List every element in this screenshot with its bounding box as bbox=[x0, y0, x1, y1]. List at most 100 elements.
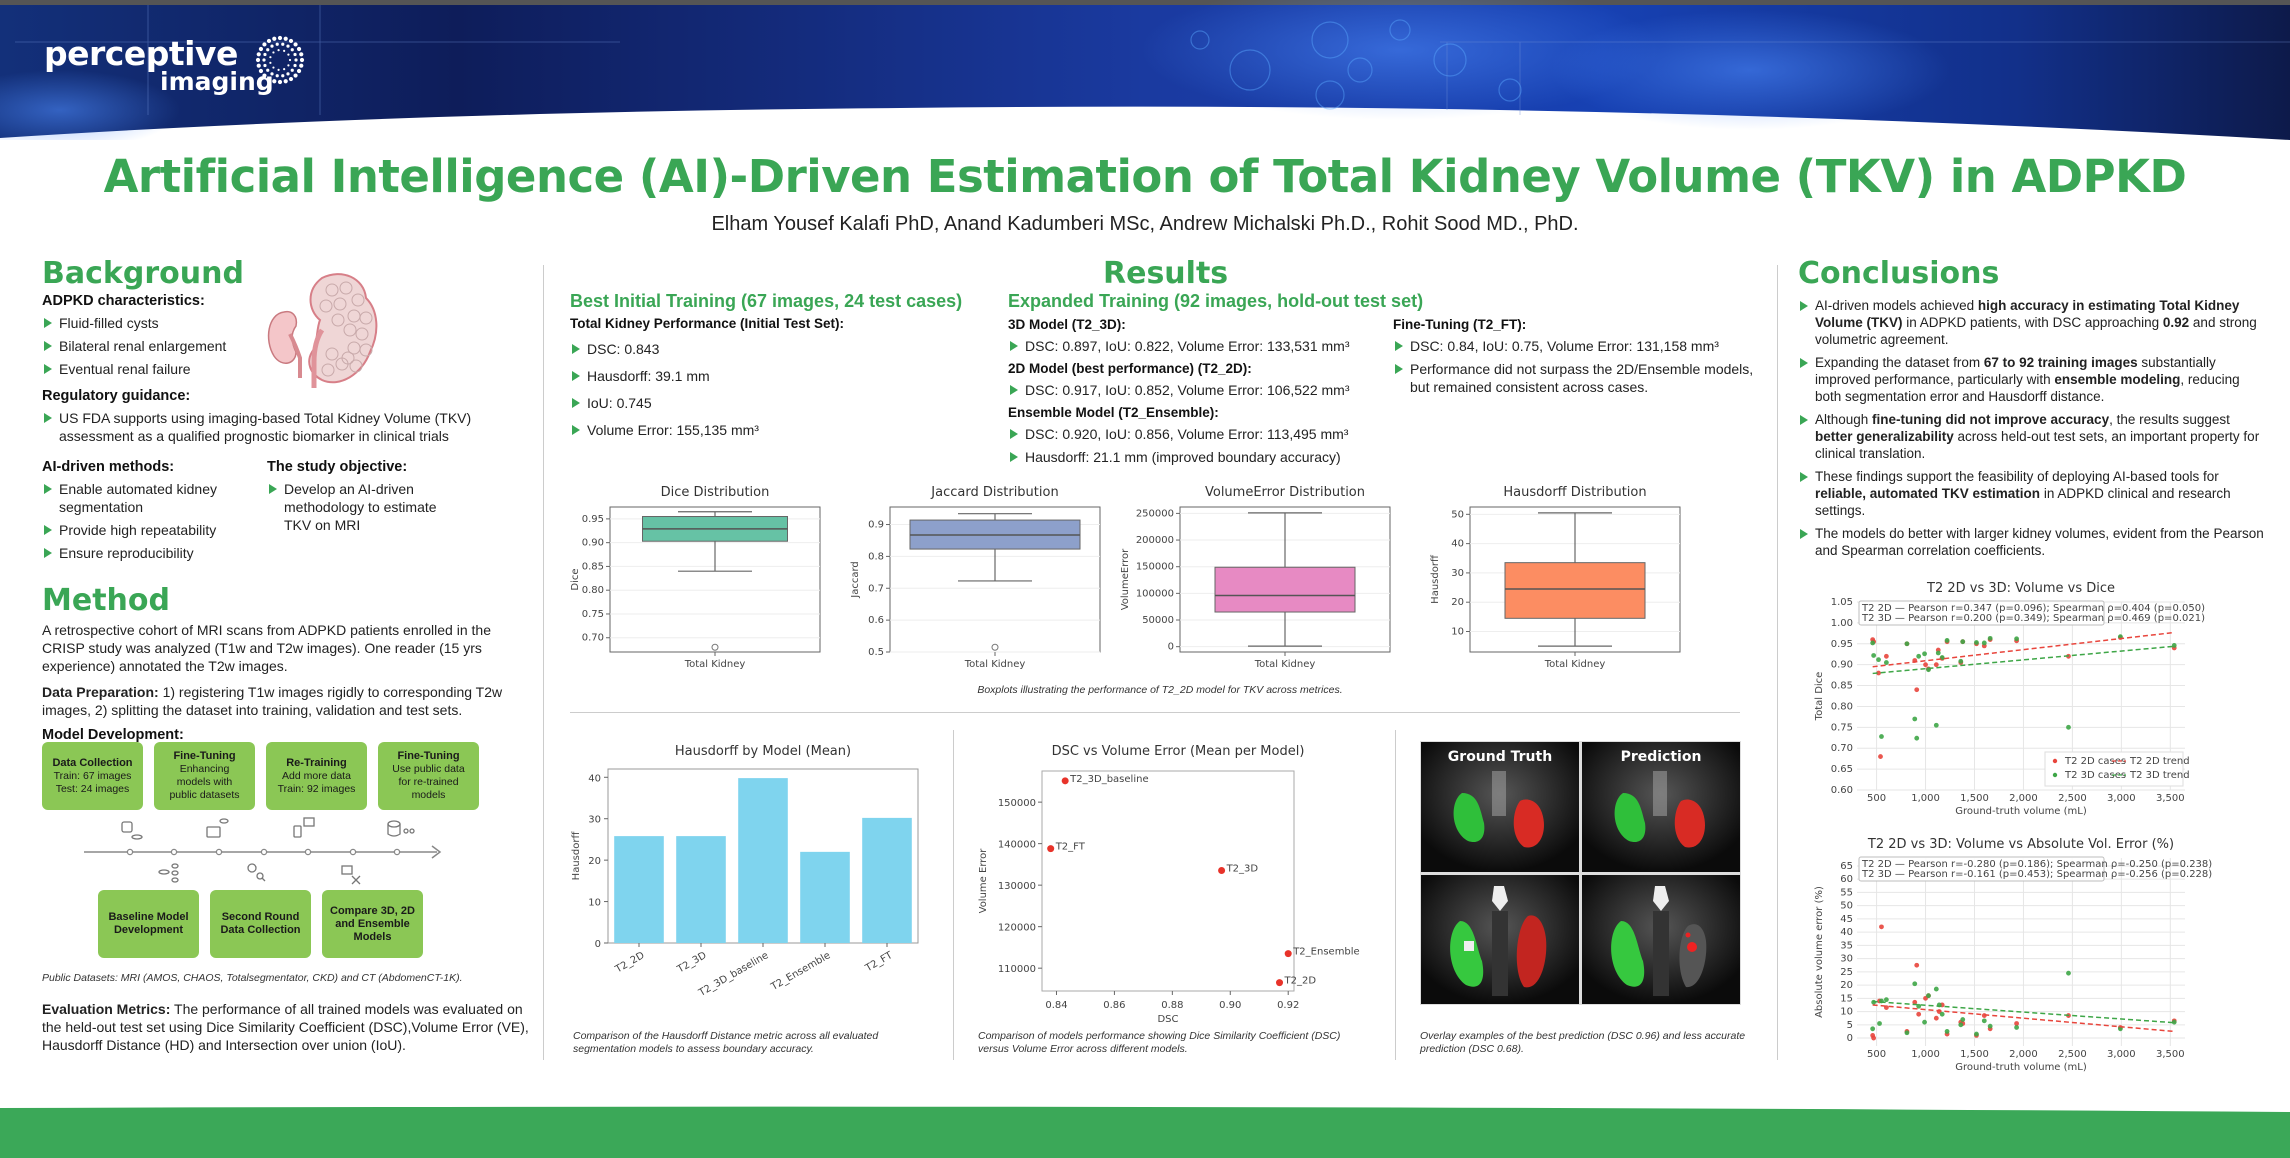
logo-dot bbox=[293, 42, 298, 47]
initial-metric-item: DSC: 0.843 bbox=[570, 340, 1010, 358]
y-tick-label: 40 bbox=[588, 773, 601, 784]
flow-step-line: Train: 67 images bbox=[53, 769, 132, 782]
conclusion-emphasis: reliable, automated TKV estimation bbox=[1815, 486, 2041, 501]
conclusion-text: across held-out test sets, an important … bbox=[1815, 429, 2260, 461]
y-tick-label: 0.95 bbox=[1831, 639, 1853, 650]
volume-dice-scatter: T2 2D vs 3D: Volume vs Dice 500 1,000 1,500… bbox=[1814, 581, 2205, 817]
timeline bbox=[84, 817, 442, 885]
conclusion-text: substantially improved performance, part… bbox=[1815, 355, 2216, 387]
y-tick-label: 0.8 bbox=[868, 551, 884, 562]
right-column: Conclusions AI-driven models achieved hi… bbox=[1798, 256, 2268, 565]
plot-area bbox=[1857, 858, 2185, 1046]
legend bbox=[2044, 751, 2184, 787]
evaluation-metrics-text: The performance of all trained models wa… bbox=[42, 1001, 529, 1053]
y-tick-label: 20 bbox=[1451, 597, 1464, 608]
y-tick-label: 200000 bbox=[1136, 535, 1174, 546]
x-axis-label: DSC bbox=[1157, 1014, 1178, 1023]
logo-dot bbox=[293, 52, 297, 57]
data-point bbox=[1061, 777, 1069, 785]
overlay-figure: Ground Truth Prediction bbox=[1420, 741, 1741, 1005]
boxplot-title: Dice Distribution bbox=[661, 485, 770, 500]
data-point bbox=[1276, 979, 1284, 987]
y-axis-label: Hausdorff bbox=[1430, 554, 1441, 604]
data-point bbox=[1922, 651, 1927, 657]
logo-dot bbox=[255, 57, 261, 63]
data-point bbox=[1879, 734, 1884, 739]
data-point bbox=[2066, 970, 2071, 976]
chart-title: T2 2D vs 3D: Volume vs Dice bbox=[1926, 581, 2115, 596]
y-tick-label: 5 bbox=[1847, 1020, 1853, 1031]
initial-metric-item: Volume Error: 155,135 mm³ bbox=[570, 421, 1010, 439]
header-banner bbox=[0, 0, 2290, 140]
adpkd-item: Eventual renal failure bbox=[42, 360, 272, 378]
correlation-annotation: T2 2D — Pearson r=0.347 (p=0.096); Spear… bbox=[1861, 603, 2205, 614]
x-tick-label: 0.84 bbox=[1045, 1000, 1067, 1011]
adpkd-list: Fluid-filled cysts Bilateral renal enlarg… bbox=[42, 314, 272, 378]
logo-dot bbox=[281, 74, 285, 78]
y-tick-label: 1.05 bbox=[1831, 597, 1853, 608]
y-tick-label: 0 bbox=[1847, 1033, 1853, 1044]
x-tick-label: 0.86 bbox=[1103, 1000, 1125, 1011]
logo-dot bbox=[299, 52, 304, 57]
boxplot-title: Hausdorff Distribution bbox=[1503, 485, 1646, 500]
overlay-prediction-top bbox=[1582, 742, 1740, 872]
image-database-icon bbox=[121, 821, 133, 833]
objective-item: Develop an AI-driven methodology to esti… bbox=[267, 480, 457, 534]
logo-dot bbox=[286, 44, 290, 48]
x-tick-label: 2,500 bbox=[2058, 1049, 2087, 1060]
x-tick-label: T2_FT bbox=[863, 950, 895, 975]
evaluation-metrics: Evaluation Metrics: The performance of a… bbox=[42, 1000, 532, 1054]
x-tick-label: 500 bbox=[1867, 793, 1886, 804]
data-point bbox=[1933, 1015, 1939, 1021]
x-tick-label: T2_Ensemble bbox=[769, 950, 833, 993]
data-point bbox=[1284, 950, 1292, 958]
method-heading: Method bbox=[42, 583, 170, 618]
logo-dot bbox=[272, 51, 275, 54]
data-point bbox=[1939, 1011, 1945, 1017]
x-tick-label: 3,500 bbox=[2156, 1049, 2185, 1060]
data-point bbox=[1912, 981, 1918, 987]
logo-dot bbox=[272, 36, 277, 41]
y-tick-label: 50000 bbox=[1142, 615, 1174, 626]
regulatory-list: US FDA supports using imaging-based Tota… bbox=[42, 409, 522, 445]
ai-method-item: Provide high repeatability bbox=[42, 521, 267, 539]
image-upload-icon bbox=[206, 826, 221, 838]
initial-training-section: Best Initial Training (67 images, 24 tes… bbox=[570, 291, 1010, 448]
table-excel-icon bbox=[341, 865, 353, 875]
model-3d-title: 3D Model (T2_3D): bbox=[1008, 317, 1126, 332]
y-tick-label: 30 bbox=[1451, 568, 1464, 579]
y-axis-label: Hausdorff bbox=[571, 831, 582, 881]
flow-step-line: models bbox=[411, 789, 446, 801]
data-point bbox=[1871, 1035, 1877, 1041]
logo-dot bbox=[299, 57, 305, 63]
y-tick-label: 0.85 bbox=[582, 561, 604, 572]
conclusion-emphasis: 67 to 92 training images bbox=[1983, 355, 2138, 370]
data-point bbox=[1958, 1022, 1964, 1028]
timeline-node bbox=[170, 848, 178, 856]
logo-dot bbox=[272, 79, 277, 84]
y-tick-label: 0.90 bbox=[582, 538, 604, 549]
conclusion-emphasis: high accuracy in estimating Total Kidney… bbox=[1815, 298, 2240, 330]
point-label: T2_3D bbox=[1226, 863, 1259, 874]
data-point bbox=[1960, 1017, 1966, 1022]
adpkd-item: Bilateral renal enlargement bbox=[42, 337, 272, 355]
x-tick-label: 1,000 bbox=[1911, 1049, 1940, 1060]
flow-step-line: Train: 92 images bbox=[277, 782, 356, 795]
expanded-models: 3D Model (T2_3D): DSC: 0.897, IoU: 0.822… bbox=[1008, 317, 1388, 471]
outlier bbox=[711, 643, 719, 651]
data-point bbox=[1883, 997, 1889, 1003]
legend-label: T2 3D trend bbox=[2129, 770, 2190, 781]
data-point bbox=[1944, 1029, 1950, 1034]
conclusion-text: and strong volumetric agreement. bbox=[1815, 315, 2257, 347]
flow-step-line: Add more data bbox=[282, 769, 351, 782]
logo-dot bbox=[286, 72, 290, 76]
timeline-node bbox=[349, 848, 357, 856]
model-development-title: Model Development: bbox=[42, 727, 184, 743]
y-tick-label: 65 bbox=[1840, 861, 1853, 872]
logo-dot bbox=[275, 74, 279, 78]
data-point bbox=[1870, 640, 1876, 646]
poster-title: Artificial Intelligence (AI)-Driven Esti… bbox=[103, 150, 2187, 203]
expanded-training-heading: Expanded Training (92 images, hold-out t… bbox=[1008, 291, 1424, 311]
x-axis-label: Ground-truth volume (mL) bbox=[1955, 806, 2087, 817]
